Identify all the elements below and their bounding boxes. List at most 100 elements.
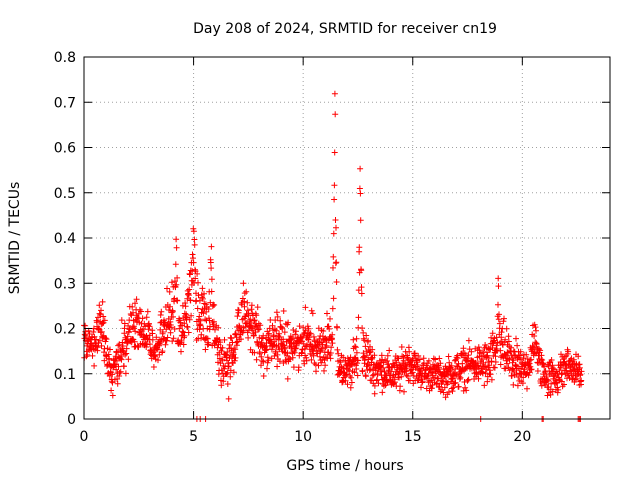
data-point [488,358,495,365]
data-point [502,336,509,343]
data-point [414,357,421,364]
data-point [576,364,583,371]
data-point [170,313,176,320]
data-point [277,317,284,324]
data-point [212,326,218,333]
data-point [505,364,512,371]
data-point [180,329,187,336]
data-point [547,391,554,398]
data-point [221,336,228,343]
data-point [492,359,499,365]
data-point [523,351,530,358]
data-point [121,363,127,370]
data-point [404,373,411,380]
data-point [94,344,101,351]
data-point [168,279,175,286]
data-point [208,276,215,283]
data-point [308,307,315,314]
data-point [380,364,387,371]
data-point [322,344,329,351]
data-point [98,342,105,349]
data-point [548,357,555,363]
data-point [498,329,505,336]
data-point [243,288,250,295]
data-point [400,357,407,364]
data-point [167,303,173,310]
data-point [143,314,150,321]
data-point [96,302,103,309]
data-point [186,286,193,293]
data-point [355,314,362,321]
data-point [489,344,496,351]
data-point [310,333,317,340]
data-point [528,356,535,363]
data-point [227,373,234,380]
data-point [113,357,120,364]
data-point [281,329,288,336]
data-point [244,299,251,306]
data-point [191,236,198,243]
data-point [308,343,315,350]
data-point [99,320,106,327]
data-point [164,334,171,341]
data-point [356,244,363,251]
data-point [211,302,218,308]
data-point [134,314,141,321]
data-point [139,315,146,322]
data-point [288,336,295,343]
data-point [487,371,494,378]
data-point [289,354,296,361]
data-point [233,339,240,346]
y-tick-label: 0 [67,412,76,428]
data-point [355,357,361,364]
data-point [441,384,448,391]
data-point [487,367,493,374]
data-point [398,373,405,380]
data-point [360,329,367,336]
data-point [180,341,187,348]
data-point [365,337,372,344]
data-point [398,344,405,350]
data-point [177,322,184,329]
data-point [369,372,376,379]
data-point [129,324,136,331]
data-point [545,377,552,384]
x-tick-label: 15 [404,429,422,445]
data-point [274,363,281,370]
data-point [184,324,191,331]
data-point [296,323,303,330]
data-point [155,357,161,364]
data-point [251,349,258,356]
data-point [348,379,355,386]
data-point [118,317,125,324]
y-tick-label: 0.6 [54,141,76,157]
data-point [374,376,381,383]
data-point [342,377,349,384]
data-point [358,284,365,291]
data-point [485,355,492,361]
data-point [96,337,103,344]
data-point [475,344,482,351]
data-point [228,335,235,342]
data-point [434,375,441,382]
data-point [119,343,126,349]
data-point [290,327,297,333]
data-point [436,355,443,362]
data-point [495,275,502,282]
data-point [260,373,267,379]
data-point [495,283,502,290]
data-point [158,308,165,315]
data-point [225,363,232,370]
data-point [481,382,488,389]
data-point [514,382,521,389]
data-point [366,367,373,374]
data-point [339,378,346,385]
data-point [205,306,212,312]
data-point [182,303,189,310]
data-point [273,309,280,316]
data-point [100,313,107,320]
data-point [415,352,422,359]
data-point [328,344,335,351]
data-point [132,300,138,307]
